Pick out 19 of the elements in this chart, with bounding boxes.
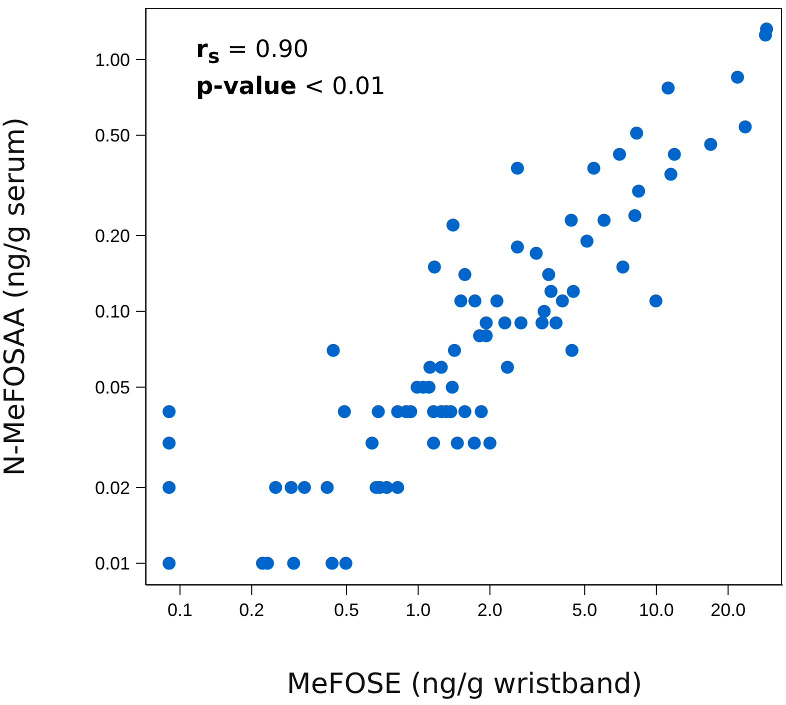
y-tick-label: 0.20 bbox=[94, 226, 130, 246]
y-tick-label: 0.10 bbox=[94, 302, 130, 322]
y-tick-label: 0.50 bbox=[94, 126, 130, 146]
x-tick-label: 1.0 bbox=[406, 600, 431, 620]
y-axis-title: N-MeFOSAA (ng/g serum) bbox=[0, 117, 31, 476]
y-tick-label: 1.00 bbox=[94, 50, 130, 70]
annotation: p-value < 0.01 bbox=[196, 72, 386, 100]
x-tick-label: 0.5 bbox=[334, 600, 359, 620]
y-tick-label: 0.05 bbox=[94, 378, 130, 398]
x-tick-label: 0.1 bbox=[167, 600, 192, 620]
x-tick-label: 20.0 bbox=[710, 600, 746, 620]
annotation: r$_{s}$ = 0.90 bbox=[196, 35, 309, 68]
x-tick-label: 2.0 bbox=[477, 600, 502, 620]
x-tick-label: 0.2 bbox=[239, 600, 264, 620]
y-tick-label: 0.01 bbox=[94, 554, 130, 574]
x-axis-title: MeFOSE (ng/g wristband) bbox=[286, 667, 642, 700]
x-tick-label: 5.0 bbox=[572, 600, 598, 620]
y-tick-label: 0.02 bbox=[94, 478, 130, 498]
x-tick-label: 10.0 bbox=[638, 600, 674, 620]
